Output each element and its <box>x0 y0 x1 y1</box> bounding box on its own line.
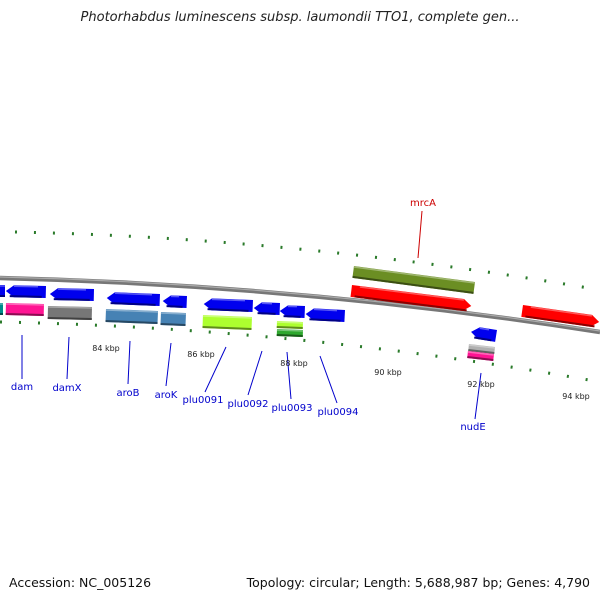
leader-plu0093 <box>286 351 292 400</box>
cds-plu0092 <box>253 302 281 315</box>
leader-plu0094 <box>319 355 338 404</box>
label-aroK: aroK <box>155 390 178 401</box>
features-layer <box>0 266 600 361</box>
gene-nudE-a <box>468 344 495 354</box>
axis-label-86: 86 kbp <box>187 350 215 359</box>
gene-plu0093-b <box>276 329 304 337</box>
label-aroB: aroB <box>117 388 140 399</box>
axis-label-90: 90 kbp <box>374 368 402 377</box>
label-leaders <box>21 210 482 420</box>
gene-mrcA <box>352 266 476 294</box>
cds-next <box>521 305 600 328</box>
cds-plu0094 <box>305 308 345 322</box>
misc-partial <box>0 303 3 315</box>
gene-dam <box>5 303 45 316</box>
gene-aroB <box>105 309 159 324</box>
axis-label-84: 84 kbp <box>92 344 120 353</box>
cds-aroK <box>162 295 188 308</box>
axis-label-94: 94 kbp <box>562 392 590 401</box>
leader-mrcA <box>417 210 423 259</box>
cds-nudE <box>471 327 498 342</box>
map-title: Photorhabdus luminescens subsp. laumondi… <box>80 10 520 25</box>
backbone-highlight <box>0 276 600 332</box>
leader-aroK <box>165 342 172 387</box>
cds-plu0091 <box>203 298 253 312</box>
cds-plu0093 <box>279 305 306 318</box>
backbone <box>0 275 600 335</box>
leader-plu0091 <box>204 346 227 393</box>
labels-layer: 84 kbp 86 kbp 88 kbp 90 kbp 92 kbp 94 kbp dam d… <box>11 198 590 433</box>
leader-aroB <box>127 340 131 385</box>
gene-plu0093-a <box>276 321 304 329</box>
cds-dam <box>5 285 46 298</box>
gene-plu0091 <box>202 315 252 330</box>
label-mrcA: mrcA <box>410 198 436 209</box>
gene-damX <box>47 306 93 320</box>
label-dam: dam <box>11 382 33 393</box>
genome-summary: Topology: circular; Length: 5,688,987 bp… <box>246 575 590 590</box>
label-plu0093: plu0093 <box>272 403 313 414</box>
label-nudE: nudE <box>460 422 485 433</box>
leader-nudE <box>474 372 482 420</box>
label-plu0092: plu0092 <box>228 399 269 410</box>
cds-aroB <box>106 292 161 306</box>
cds-mrcA <box>350 285 472 312</box>
leader-plu0092 <box>247 350 263 396</box>
label-damX: damX <box>52 383 81 394</box>
gene-aroK <box>160 312 187 326</box>
label-plu0094: plu0094 <box>318 407 359 418</box>
axis-label-92: 92 kbp <box>467 380 495 389</box>
gene-nudE-b <box>467 351 494 361</box>
axis-label-88: 88 kbp <box>280 359 308 368</box>
label-plu0091: plu0091 <box>183 395 224 406</box>
cds-partial <box>0 285 5 297</box>
accession-text: Accession: NC_005126 <box>9 575 152 590</box>
cds-damX <box>49 288 95 301</box>
leader-damX <box>66 336 70 380</box>
